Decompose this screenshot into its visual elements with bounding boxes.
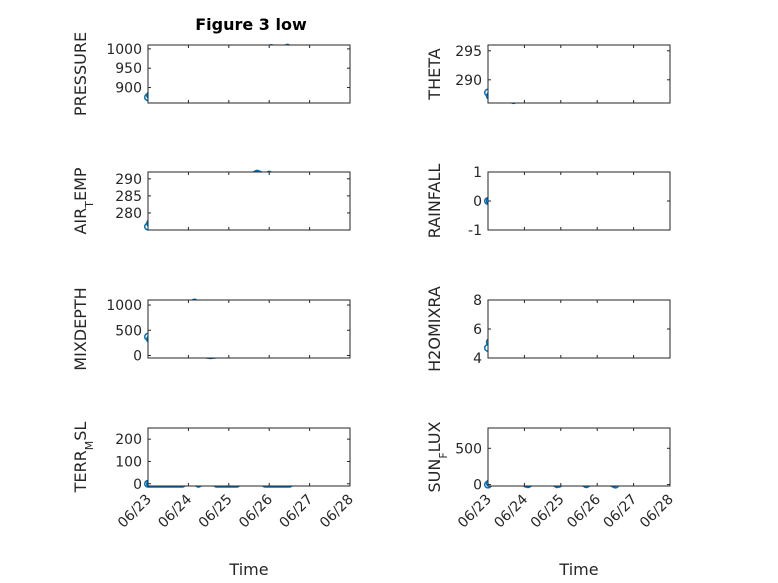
y-axis-label: MIXDEPTH bbox=[71, 287, 90, 370]
subplot-h2omixra: 4 6 8 H2OMIXRA bbox=[425, 286, 671, 372]
y-tick-label: 1 bbox=[473, 165, 482, 181]
axes-box bbox=[147, 427, 351, 487]
x-tick-label: 06/28 bbox=[317, 492, 357, 532]
y-tick-label: 500 bbox=[115, 323, 142, 339]
axes-box bbox=[147, 171, 351, 231]
y-tick-label: 6 bbox=[473, 322, 482, 338]
x-tick-label: 06/24 bbox=[491, 491, 531, 531]
x-tick-label: 06/25 bbox=[528, 492, 568, 532]
x-tick-label: 06/26 bbox=[564, 491, 604, 531]
x-tick-label: 06/28 bbox=[637, 492, 677, 532]
axes-box bbox=[487, 299, 671, 359]
y-tick-label: 4 bbox=[473, 351, 482, 367]
subplot-pressure: 900 950 1000 PRESSURE bbox=[71, 32, 351, 116]
y-axis-label: PRESSURE bbox=[71, 32, 90, 116]
y-axis-label: AIRTEMP bbox=[71, 167, 96, 234]
subplot-theta: 290 295 THETA bbox=[425, 44, 671, 105]
y-axis-label: TERRMSL bbox=[71, 422, 96, 494]
y-tick-label: -1 bbox=[468, 223, 482, 239]
y-tick-label: 290 bbox=[115, 172, 142, 188]
subplot-mixdepth: 0 500 1000 MIXDEPTH bbox=[71, 287, 351, 371]
y-tick-label: 280 bbox=[115, 206, 142, 222]
x-tick-label: 06/27 bbox=[277, 492, 317, 532]
axes-box bbox=[487, 171, 671, 231]
y-tick-label: 0 bbox=[133, 477, 142, 493]
y-tick-label: 200 bbox=[115, 432, 142, 448]
y-axis-label: SUNFLUX bbox=[425, 421, 450, 492]
figure-title: Figure 3 low bbox=[195, 15, 307, 34]
axes-box bbox=[487, 427, 671, 487]
y-tick-label: 0 bbox=[473, 194, 482, 210]
y-tick-label: 950 bbox=[115, 61, 142, 77]
y-tick-label: 900 bbox=[115, 81, 142, 97]
axes-box bbox=[487, 44, 671, 104]
x-tick-label: 06/25 bbox=[196, 492, 236, 532]
x-tick-label: 06/24 bbox=[155, 491, 195, 531]
subplot-rainfall: -1 0 1 RAINFALL bbox=[425, 164, 671, 239]
axes-box bbox=[147, 299, 351, 359]
y-tick-label: 0 bbox=[133, 348, 142, 364]
y-axis-label: H2OMIXRA bbox=[425, 286, 444, 372]
x-axis-label: Time bbox=[558, 560, 598, 579]
y-axis-label: THETA bbox=[425, 48, 444, 100]
axes-box bbox=[147, 44, 351, 104]
x-tick-label: 06/26 bbox=[236, 491, 276, 531]
y-tick-label: 100 bbox=[115, 454, 142, 470]
y-tick-label: 295 bbox=[455, 44, 482, 60]
y-tick-label: 0 bbox=[473, 478, 482, 494]
y-tick-label: 500 bbox=[455, 441, 482, 457]
y-tick-label: 1000 bbox=[106, 298, 142, 314]
y-axis-label: RAINFALL bbox=[425, 164, 444, 239]
subplot-terr_msl: 0 100 200 06/23 06/24 06/25 06/26 06/27 06/28 TER… bbox=[71, 422, 357, 579]
y-tick-label: 285 bbox=[115, 189, 142, 205]
y-tick-label: 8 bbox=[473, 293, 482, 309]
x-tick-label: 06/27 bbox=[601, 492, 641, 532]
y-tick-label: 290 bbox=[455, 73, 482, 89]
x-tick-label: 06/23 bbox=[115, 492, 155, 532]
x-tick-label: 06/23 bbox=[455, 492, 495, 532]
x-axis-label: Time bbox=[228, 560, 268, 579]
y-tick-label: 1000 bbox=[106, 42, 142, 58]
